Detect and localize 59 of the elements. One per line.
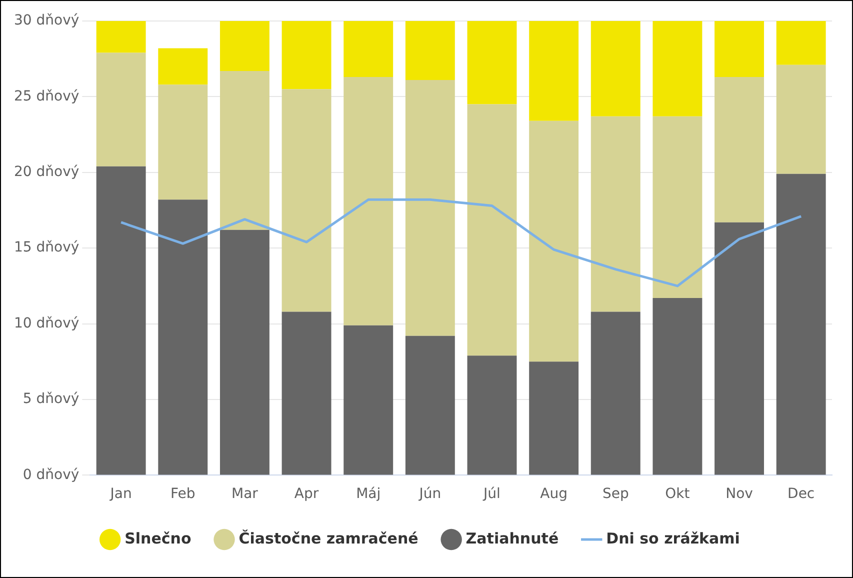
- x-tick-label: Dec: [788, 486, 815, 502]
- bar: [652, 21, 702, 116]
- x-tick-label: Mar: [232, 486, 258, 502]
- bar: [529, 120, 579, 362]
- x-tick-label: Jún: [418, 486, 442, 502]
- bar: [405, 336, 455, 475]
- bar: [714, 77, 764, 222]
- y-tick-label: 5 dňový: [22, 391, 80, 408]
- x-tick-label: Feb: [170, 486, 196, 502]
- x-tick-label: Sep: [602, 486, 629, 502]
- bar: [344, 21, 394, 78]
- bar: [220, 70, 270, 230]
- x-tick-label: Okt: [665, 486, 690, 502]
- bar: [590, 116, 640, 312]
- x-tick-label: Júl: [482, 486, 500, 502]
- x-tick-label: Apr: [294, 486, 319, 502]
- legend-label: Dni so zrážkami: [606, 529, 740, 548]
- bar: [776, 64, 826, 174]
- x-tick-label: Aug: [540, 486, 568, 502]
- y-tick-label: 20 dňový: [14, 164, 80, 180]
- bar: [405, 21, 455, 80]
- bar: [282, 89, 332, 312]
- y-tick-label: 25 dňový: [14, 88, 80, 104]
- bar: [96, 52, 146, 166]
- legend-label: Čiastočne zamračené: [238, 529, 418, 548]
- bar: [344, 77, 394, 326]
- y-tick-label: 15 dňový: [14, 240, 80, 256]
- bar: [220, 230, 270, 475]
- bar: [590, 21, 640, 116]
- x-tick-label: Jan: [109, 486, 132, 502]
- bar: [529, 362, 579, 475]
- bar: [714, 222, 764, 475]
- x-tick-label: Nov: [726, 486, 753, 502]
- bar: [467, 356, 517, 475]
- bar: [776, 21, 826, 65]
- bar: [158, 84, 208, 200]
- bar: [467, 104, 517, 356]
- bar: [652, 298, 702, 475]
- bar: [96, 166, 146, 475]
- bar: [590, 312, 640, 475]
- y-tick-label: 10 dňový: [14, 315, 80, 332]
- bar: [158, 200, 208, 475]
- legend-label: Slnečno: [124, 529, 192, 548]
- bar: [282, 21, 332, 90]
- bar: [776, 174, 826, 475]
- bar: [96, 21, 146, 53]
- bar: [158, 48, 208, 85]
- bar: [467, 21, 517, 104]
- y-tick-label: 30 dňový: [14, 12, 80, 29]
- legend-label: Zatiahnuté: [466, 529, 559, 548]
- bar: [344, 325, 394, 475]
- bar: [529, 21, 579, 121]
- bar: [652, 116, 702, 298]
- y-tick-label: 0 dňový: [22, 466, 80, 483]
- x-tick-label: Máj: [356, 486, 381, 502]
- bar: [220, 21, 270, 71]
- bar: [282, 312, 332, 475]
- bar: [405, 80, 455, 336]
- bar: [714, 21, 764, 78]
